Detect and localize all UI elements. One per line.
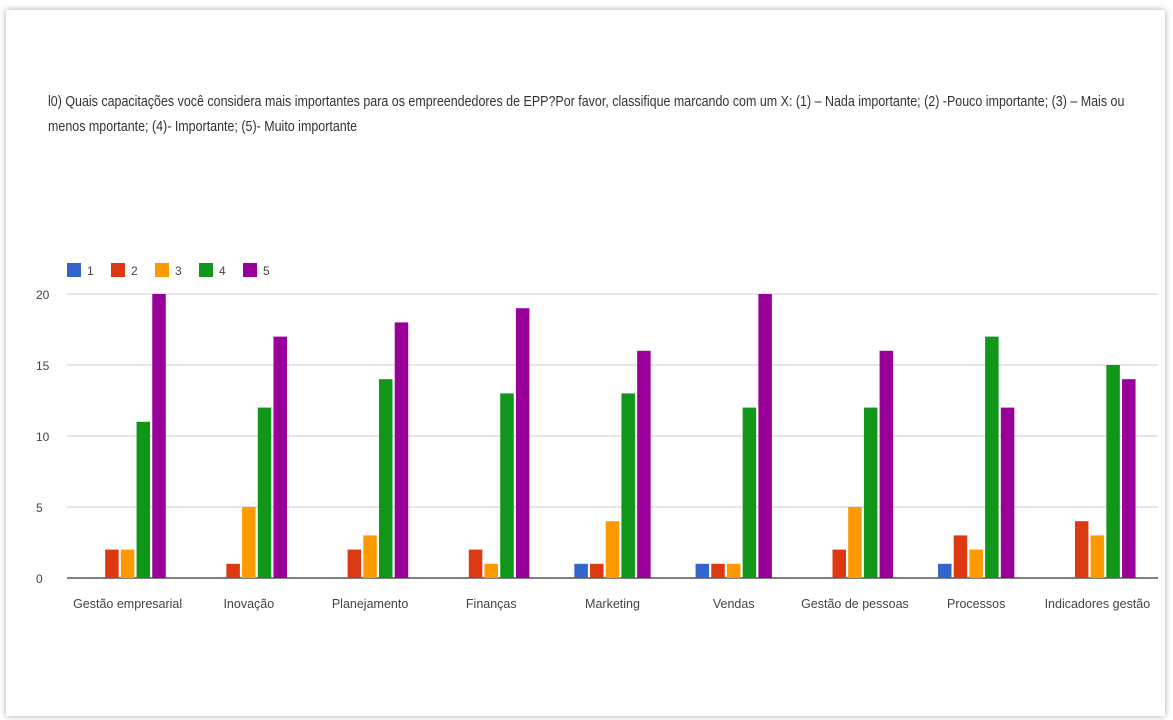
bar: [347, 549, 362, 578]
bar: [711, 563, 725, 578]
legend-label: 4: [219, 264, 226, 278]
x-tick-label: Indicadores gestão: [1045, 597, 1151, 611]
x-tick-label: Processos: [947, 597, 1005, 611]
bar: [726, 563, 741, 578]
chart-card: l0) Quais capacitações você considera ma…: [6, 10, 1165, 716]
bar: [621, 393, 635, 578]
bar: [257, 407, 272, 578]
bar: [695, 563, 710, 578]
y-tick-label: 20: [36, 288, 50, 302]
legend-label: 5: [263, 264, 270, 278]
x-tick-label: Gestão empresarial: [73, 597, 182, 611]
legend: 1 2 3 4 5: [67, 263, 270, 278]
bar: [363, 535, 377, 578]
bar: [637, 350, 651, 578]
bar: [590, 563, 604, 578]
bar: [394, 322, 409, 578]
bar: [1122, 379, 1136, 578]
x-tick-label: Inovação: [223, 597, 274, 611]
bar: [120, 549, 135, 578]
legend-label: 2: [131, 264, 138, 278]
legend-label: 1: [87, 264, 94, 278]
bar: [985, 336, 999, 578]
bar: [832, 549, 846, 578]
y-tick-label: 10: [36, 430, 50, 444]
question-text: l0) Quais capacitações você considera ma…: [48, 94, 1125, 135]
y-tick-label: 5: [36, 501, 43, 515]
bar: [226, 563, 240, 578]
bar: [1000, 407, 1015, 578]
x-tick-label: Gestão de pessoas: [801, 597, 909, 611]
axis: 0 5 10 15 20 Gestão empresarial Inovação Planej…: [36, 288, 1150, 611]
bar: [242, 507, 256, 578]
bar: [152, 294, 166, 578]
x-tick-label: Finanças: [466, 597, 517, 611]
bar: [468, 549, 483, 578]
bar: [863, 407, 878, 578]
x-tick-label: Vendas: [713, 597, 755, 611]
bar: [136, 421, 151, 578]
bar: [938, 563, 952, 578]
bar: [105, 549, 119, 578]
x-tick-label: Planejamento: [332, 597, 408, 611]
bars: [105, 294, 1136, 578]
bar: [758, 294, 772, 578]
bar: [515, 308, 530, 578]
y-tick-label: 0: [36, 572, 43, 586]
bar: [574, 563, 588, 578]
bar: [969, 549, 983, 578]
bar: [879, 350, 894, 578]
y-tick-label: 15: [36, 359, 50, 373]
bar: [1090, 535, 1105, 578]
bar: [500, 393, 514, 578]
bar: [273, 336, 287, 578]
legend-swatch: [155, 263, 169, 277]
bar: [742, 407, 757, 578]
bar: [379, 379, 393, 578]
bar: [1074, 521, 1089, 578]
x-tick-label: Marketing: [585, 597, 640, 611]
legend-label: 3: [175, 264, 182, 278]
bar: [605, 521, 620, 578]
bar: [848, 507, 862, 578]
bar: [953, 535, 968, 578]
bar: [1106, 365, 1120, 578]
legend-swatch: [199, 263, 213, 277]
legend-swatch: [111, 263, 125, 277]
legend-swatch: [243, 263, 257, 277]
bar: [484, 563, 499, 578]
legend-swatch: [67, 263, 81, 277]
